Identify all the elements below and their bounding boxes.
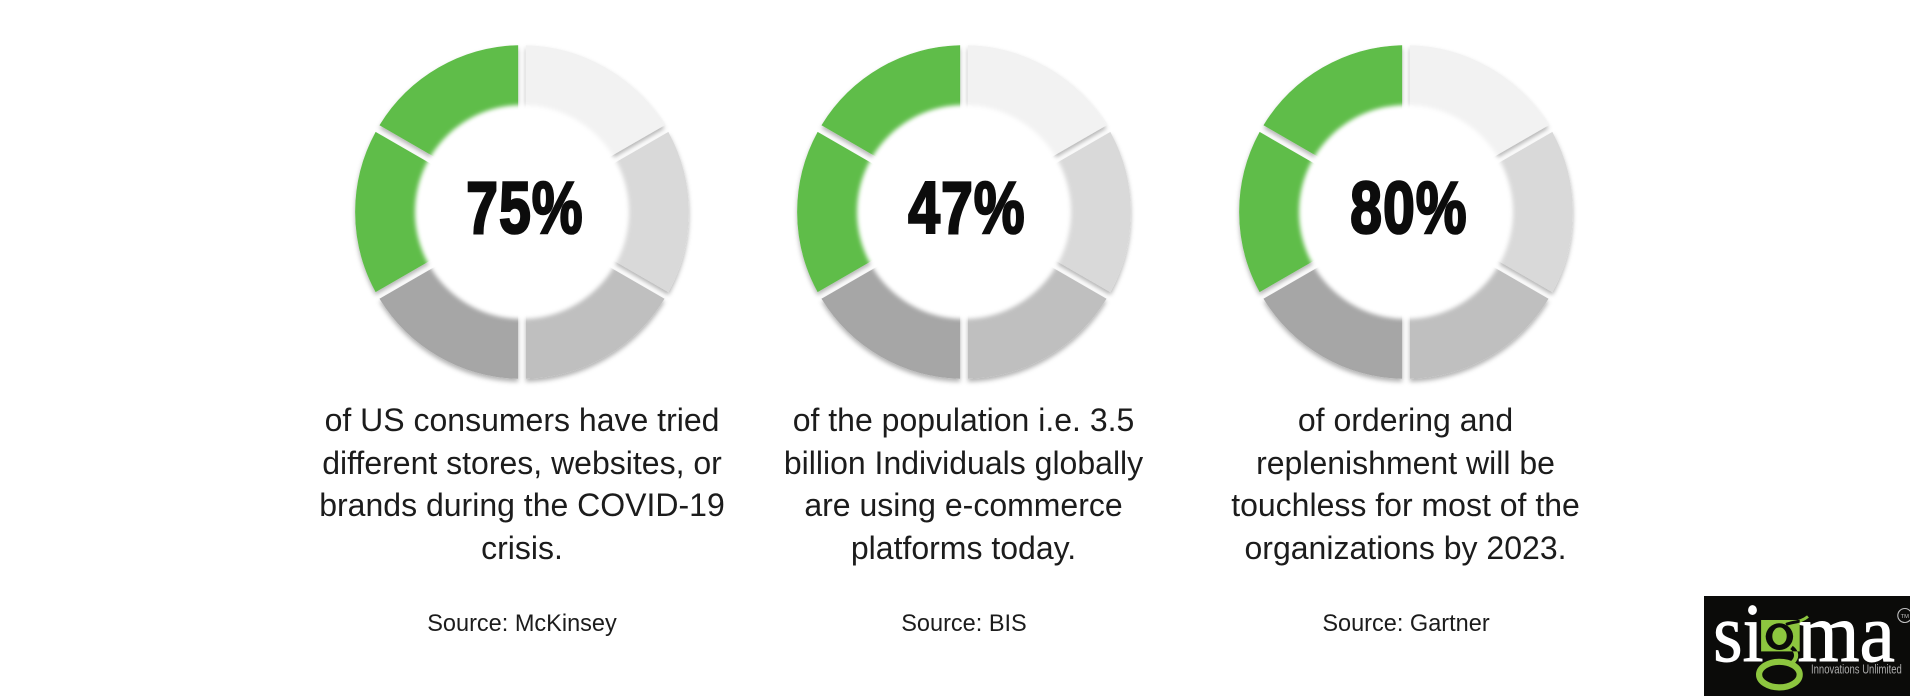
svg-text:TM: TM <box>1901 614 1910 620</box>
svg-text:si: si <box>1713 596 1763 680</box>
svg-text:ma: ma <box>1797 596 1894 679</box>
svg-text:Innovations Unlimited: Innovations Unlimited <box>1811 663 1902 677</box>
